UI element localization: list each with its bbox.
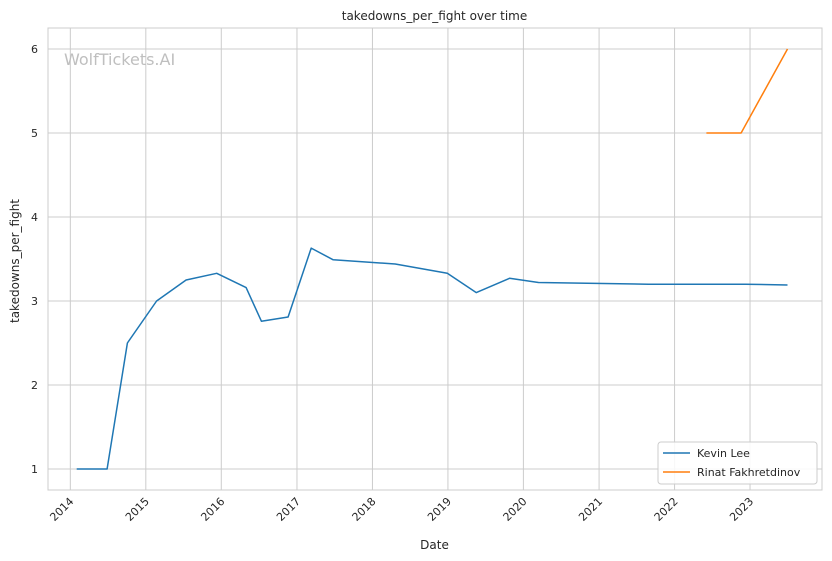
data-point-kevin-lee-2 <box>126 342 129 345</box>
data-point-kevin-lee-6 <box>245 286 248 289</box>
series-layer <box>75 48 789 471</box>
chart-title: takedowns_per_fight over time <box>342 9 528 23</box>
data-point-kevin-lee-0 <box>75 468 78 471</box>
x-tick-label-2015: 2015 <box>123 495 152 524</box>
x-tick-label-2020: 2020 <box>501 495 530 524</box>
data-point-kevin-lee-9 <box>310 247 313 250</box>
data-point-kevin-lee-7 <box>260 320 263 323</box>
grid <box>48 28 822 490</box>
data-point-kevin-lee-14 <box>508 277 511 280</box>
data-point-kevin-lee-10 <box>332 258 335 261</box>
data-point-kevin-lee-12 <box>446 272 449 275</box>
data-point-rinat-fakhretdinov-2 <box>786 48 789 51</box>
series-line-kevin-lee <box>76 247 788 470</box>
x-tick-label-2016: 2016 <box>198 495 227 524</box>
x-tick-label-2017: 2017 <box>274 495 303 524</box>
x-tick-label-2014: 2014 <box>47 495 76 524</box>
y-tick-label-3: 3 <box>31 295 38 308</box>
y-tick-label-5: 5 <box>31 127 38 140</box>
series-line-rinat-fakhretdinov <box>706 48 789 134</box>
legend: Kevin Lee Rinat Fakhretdinov <box>657 441 818 485</box>
y-tick-label-2: 2 <box>31 379 38 392</box>
y-tick-label-4: 4 <box>31 211 38 224</box>
data-point-kevin-lee-5 <box>215 272 218 275</box>
data-point-kevin-lee-13 <box>475 291 478 294</box>
y-tick-label-1: 1 <box>31 463 38 476</box>
x-tick-label-2022: 2022 <box>652 495 681 524</box>
plot-frame <box>47 27 823 491</box>
data-point-rinat-fakhretdinov-1 <box>740 132 743 135</box>
data-point-kevin-lee-4 <box>185 279 188 282</box>
legend-box <box>657 441 818 485</box>
data-point-kevin-lee-1 <box>106 468 109 471</box>
data-point-kevin-lee-17 <box>744 283 747 286</box>
x-tick-label-2018: 2018 <box>350 495 379 524</box>
data-point-kevin-lee-16 <box>647 283 650 286</box>
legend-label-kevin-lee: Kevin Lee <box>697 447 750 460</box>
watermark-text: WolfTickets.AI <box>64 50 175 69</box>
plot-border <box>47 27 823 491</box>
y-axis-label: takedowns_per_fight <box>8 199 22 323</box>
data-point-kevin-lee-11 <box>394 263 397 266</box>
y-tick-label-6: 6 <box>31 43 38 56</box>
axis-ticks: 2014 2015 2016 2017 2018 2019 2020 2021 2022 2023… <box>31 43 756 524</box>
data-point-rinat-fakhretdinov-0 <box>705 132 708 135</box>
x-tick-label-2019: 2019 <box>425 495 454 524</box>
x-tick-label-2021: 2021 <box>576 495 605 524</box>
x-axis-label: Date <box>420 538 449 552</box>
plot-background <box>48 28 822 490</box>
data-point-kevin-lee-8 <box>287 316 290 319</box>
data-point-kevin-lee-3 <box>155 300 158 303</box>
data-point-kevin-lee-15 <box>537 281 540 284</box>
data-point-kevin-lee-18 <box>786 284 789 287</box>
legend-label-rinat-fakhretdinov: Rinat Fakhretdinov <box>697 466 801 479</box>
x-tick-label-2023: 2023 <box>727 495 756 524</box>
